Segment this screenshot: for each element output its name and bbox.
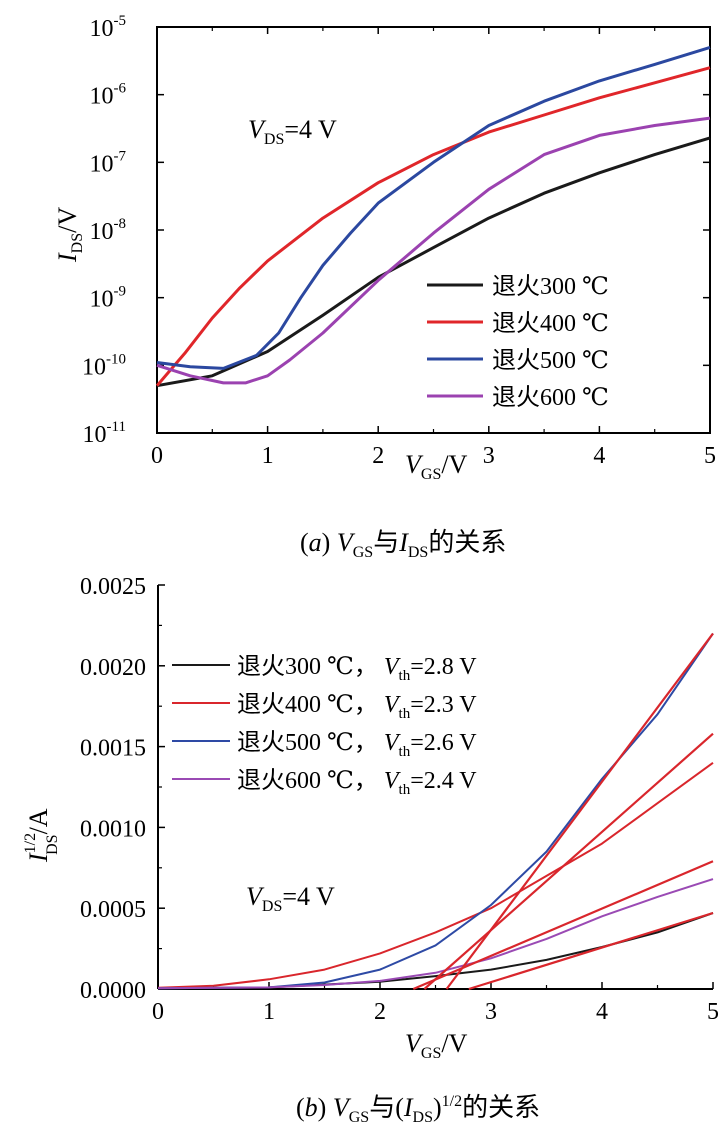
chart-b-xlabel: VGS/V: [405, 1029, 468, 1062]
chart-a-frame: [156, 26, 711, 434]
chart-b-caption: (b) VGS与(IDS)1/2的关系: [296, 1093, 540, 1126]
chart-a-legend-label: 退火500 ℃: [492, 348, 609, 374]
chart-b-ytick-label: 0.0005: [80, 897, 146, 923]
chart-a-ylabel: IDS/V: [53, 207, 86, 263]
chart-a: 0 1 2 3 4 5 10-11 10-10 10-9 10-8 10-7 10-6 10-5 IDS…: [53, 13, 716, 561]
chart-a-legend-label: 退火600 ℃: [492, 385, 609, 411]
chart-a-ytick-label: 10-6: [90, 81, 127, 110]
chart-a-ytick-label: 10-9: [90, 284, 127, 313]
chart-a-annotation: VDS=4 V: [248, 115, 337, 148]
chart-b-xtick-label: 4: [596, 999, 608, 1025]
chart-a-caption: (a) VGS与IDS的关系: [300, 528, 506, 561]
chart-b-fit-line: [423, 732, 714, 990]
chart-a-ytick-label: 10-11: [83, 419, 126, 448]
chart-b-ytick-label: 0.0020: [80, 655, 146, 681]
chart-b-fit-line: [468, 911, 714, 991]
chart-a-series-300: [156, 136, 711, 388]
chart-b-legend-label: 退火600 ℃， Vth=2.4 V: [237, 768, 477, 798]
chart-b-ytick-label: 0.0010: [80, 816, 146, 842]
chart-b-ytick-label: 0.0015: [80, 736, 146, 762]
chart-b-xtick-label: 5: [707, 999, 718, 1025]
chart-a-ytick-label: 10-5: [90, 13, 127, 42]
chart-a-ytick-label: 10-7: [90, 148, 127, 177]
chart-b: 0 1 2 3 4 5 0.0000 0.0005 0.0010 0.0015 0.0020 0.00…: [22, 574, 718, 1126]
chart-b-fit-line: [445, 632, 714, 990]
chart-a-series-400: [155, 66, 711, 387]
chart-b-legend-label: 退火300 ℃， Vth=2.8 V: [237, 654, 477, 684]
chart-a-legend-label: 退火400 ℃: [492, 311, 609, 337]
chart-b-series-600: [157, 878, 714, 990]
chart-a-xtick-label: 0: [151, 443, 163, 469]
chart-b-ylabel: I1/2 DS/A: [22, 808, 61, 863]
chart-a-xtick-label: 2: [372, 443, 384, 469]
chart-a-series-500: [156, 45, 711, 370]
chart-b-legend-label: 退火500 ℃， Vth=2.6 V: [237, 730, 477, 760]
chart-b-annotation: VDS=4 V: [246, 882, 335, 915]
chart-b-series-500: [157, 632, 714, 990]
chart-b-ytick-label: 0.0000: [80, 978, 146, 1004]
chart-a-xtick-label: 5: [704, 443, 716, 469]
chart-a-series-600: [156, 116, 711, 385]
chart-a-xtick-label: 3: [483, 443, 495, 469]
chart-a-ytick-label: 10-8: [90, 216, 127, 245]
chart-b-legend-label: 退火400 ℃， Vth=2.3 V: [237, 692, 477, 722]
chart-b-xtick-label: 0: [152, 999, 164, 1025]
chart-b-ytick-label: 0.0025: [80, 574, 146, 600]
chart-a-xlabel: VGS/V: [405, 450, 468, 483]
chart-b-legend: 退火300 ℃， Vth=2.8 V 退火400 ℃， Vth=2.3 V 退火500 …: [172, 654, 477, 798]
chart-b-series-300: [157, 912, 714, 990]
chart-a-ytick-label: 10-10: [82, 351, 126, 380]
chart-a-xtick-label: 1: [262, 443, 274, 469]
chart-b-series-400: [157, 761, 714, 989]
chart-a-legend: 退火300 ℃ 退火400 ℃ 退火500 ℃ 退火600 ℃: [427, 274, 609, 411]
chart-b-xtick-label: 2: [374, 999, 386, 1025]
chart-b-xtick-label: 1: [263, 999, 275, 1025]
chart-a-legend-label: 退火300 ℃: [492, 274, 609, 300]
chart-b-fit-line: [412, 860, 714, 991]
chart-b-xtick-label: 3: [485, 999, 497, 1025]
chart-a-xtick-label: 4: [593, 443, 605, 469]
